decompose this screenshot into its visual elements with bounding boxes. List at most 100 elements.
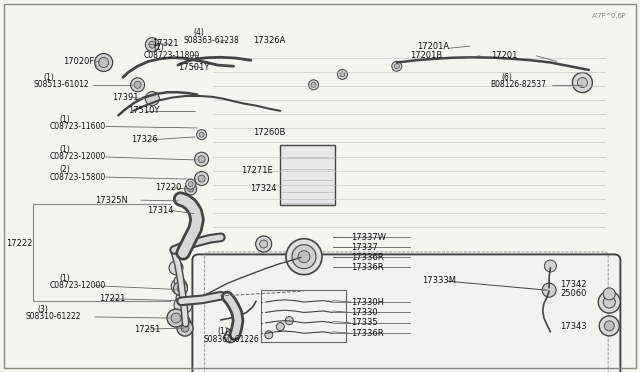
Text: C08723-11600: C08723-11600 (50, 122, 106, 131)
Circle shape (149, 41, 156, 48)
FancyBboxPatch shape (193, 254, 620, 372)
Text: S08310-61222: S08310-61222 (26, 312, 81, 321)
Circle shape (177, 320, 193, 336)
Circle shape (188, 182, 193, 187)
Circle shape (186, 179, 196, 189)
Circle shape (198, 175, 205, 182)
Circle shape (172, 278, 188, 295)
Text: 17220: 17220 (155, 183, 181, 192)
Circle shape (292, 245, 316, 269)
Circle shape (572, 73, 593, 93)
Circle shape (188, 186, 194, 192)
Text: 17314: 17314 (147, 206, 173, 215)
Text: (3): (3) (37, 305, 48, 314)
Text: S08363-61238: S08363-61238 (183, 36, 239, 45)
Text: (1): (1) (154, 43, 164, 52)
Text: C08723-11800: C08723-11800 (144, 51, 200, 60)
Text: (1): (1) (218, 327, 228, 336)
Text: 17326: 17326 (131, 135, 158, 144)
Text: 17251: 17251 (134, 325, 161, 334)
Circle shape (255, 236, 271, 252)
Circle shape (260, 240, 268, 248)
Circle shape (340, 72, 345, 77)
Text: 17201B: 17201B (410, 51, 442, 60)
Text: 25060: 25060 (560, 289, 586, 298)
Circle shape (286, 239, 322, 275)
Circle shape (145, 92, 159, 106)
Circle shape (171, 313, 181, 323)
Text: 17222: 17222 (6, 239, 33, 248)
Circle shape (95, 54, 113, 71)
Circle shape (178, 318, 192, 333)
Circle shape (174, 276, 184, 286)
Circle shape (577, 78, 588, 87)
Circle shape (285, 317, 293, 325)
Text: 17321: 17321 (152, 39, 178, 48)
Circle shape (173, 282, 188, 296)
Circle shape (598, 291, 620, 313)
Circle shape (199, 132, 204, 137)
Text: 17271E: 17271E (241, 166, 273, 175)
Text: (1): (1) (59, 115, 70, 124)
Text: A'7P^0.6P: A'7P^0.6P (593, 13, 627, 19)
Text: 17325N: 17325N (95, 196, 127, 205)
Text: 17330H: 17330H (351, 298, 384, 307)
Text: (1): (1) (59, 145, 70, 154)
Text: 17020F: 17020F (63, 57, 94, 65)
Text: 17336R: 17336R (351, 263, 383, 272)
Circle shape (195, 171, 209, 186)
Text: 17324: 17324 (250, 185, 276, 193)
Circle shape (604, 296, 615, 308)
Text: 17333M: 17333M (422, 276, 456, 285)
Circle shape (131, 78, 145, 92)
Text: (2): (2) (59, 165, 70, 174)
Circle shape (145, 38, 159, 52)
Text: 17337: 17337 (351, 243, 378, 251)
Circle shape (599, 316, 620, 336)
Text: 17335: 17335 (351, 318, 378, 327)
Circle shape (134, 81, 141, 88)
Text: 17260B: 17260B (253, 128, 286, 137)
Text: 17330: 17330 (351, 308, 378, 317)
Text: 17336R: 17336R (351, 253, 383, 262)
Circle shape (181, 324, 189, 332)
Text: 17510Y: 17510Y (128, 106, 159, 115)
Text: 17391: 17391 (112, 93, 138, 102)
Text: 17201A: 17201A (417, 42, 449, 51)
Text: 17342: 17342 (560, 280, 586, 289)
Circle shape (298, 251, 310, 263)
Circle shape (542, 283, 556, 297)
Text: 17326A: 17326A (253, 36, 285, 45)
Circle shape (337, 70, 348, 79)
Circle shape (311, 82, 316, 87)
Circle shape (99, 58, 109, 67)
Text: S08513-61012: S08513-61012 (33, 80, 89, 89)
Circle shape (545, 260, 556, 272)
Text: C08723-15800: C08723-15800 (50, 173, 106, 182)
Text: B08126-82537: B08126-82537 (490, 80, 546, 89)
FancyBboxPatch shape (280, 145, 335, 205)
Text: 17501Y: 17501Y (178, 63, 209, 72)
Circle shape (174, 296, 192, 314)
Circle shape (198, 156, 205, 163)
Text: (4): (4) (193, 28, 204, 37)
Text: 17336R: 17336R (351, 329, 383, 338)
Text: 17343: 17343 (560, 322, 587, 331)
Circle shape (276, 323, 284, 331)
Circle shape (177, 285, 184, 292)
Circle shape (180, 316, 190, 326)
Text: (1): (1) (43, 73, 54, 82)
Circle shape (167, 309, 185, 327)
Circle shape (265, 331, 273, 339)
Circle shape (185, 183, 196, 195)
Circle shape (394, 64, 399, 69)
Circle shape (196, 130, 207, 140)
Text: C08723-12000: C08723-12000 (50, 153, 106, 161)
Text: (1): (1) (59, 274, 70, 283)
Circle shape (169, 261, 183, 275)
Text: 17337W: 17337W (351, 233, 386, 242)
Text: C08723-12000: C08723-12000 (50, 281, 106, 290)
Text: 17221: 17221 (99, 294, 125, 303)
Circle shape (604, 288, 615, 300)
Circle shape (392, 61, 402, 71)
